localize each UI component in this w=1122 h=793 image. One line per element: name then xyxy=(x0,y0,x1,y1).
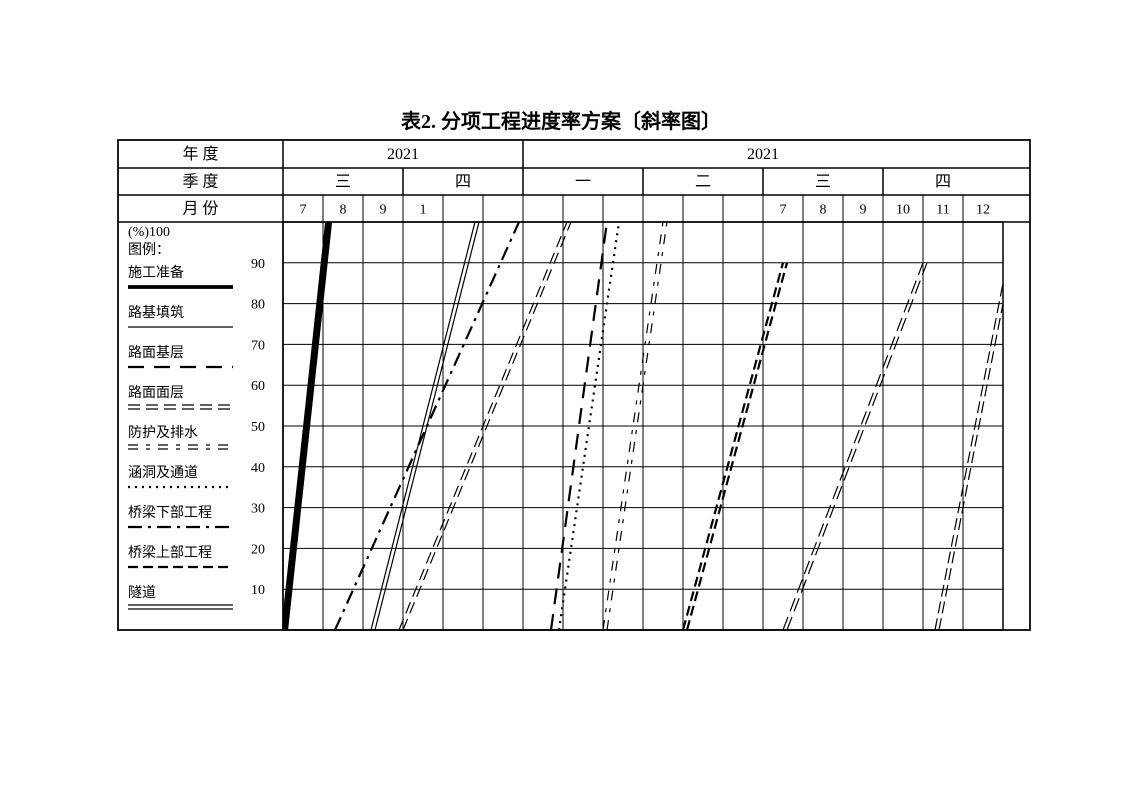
year-cell: 2021 xyxy=(747,146,779,163)
legend-item-label: 路面面层 xyxy=(128,385,184,401)
series-line xyxy=(935,283,1003,630)
month-cell: 11 xyxy=(936,203,949,218)
y-tick-label: 60 xyxy=(251,379,265,394)
quarter-cell: 三 xyxy=(335,174,351,191)
legend-item-label: 桥梁下部工程 xyxy=(128,505,212,521)
month-cell: 7 xyxy=(300,203,307,218)
y-tick-label: 20 xyxy=(251,542,265,557)
y-tick-label: 70 xyxy=(251,338,265,353)
series-line xyxy=(787,263,927,630)
series-line xyxy=(783,263,923,630)
slope-chart-svg: 年 度季 度月 份 2021 2021 三 四 一 二 三 四 7 8 9 1 7 8 9 10 11 12 10 20… xyxy=(0,0,1122,793)
legend-item-label: 施工准备 xyxy=(128,264,184,281)
month-cell: 9 xyxy=(860,203,867,218)
year-cell: 2021 xyxy=(387,146,419,163)
legend-percent-100: (%)100 xyxy=(128,225,170,240)
quarter-cell: 四 xyxy=(935,174,951,191)
month-cell: 12 xyxy=(976,203,990,218)
legend-item-label: 桥梁上部工程 xyxy=(128,545,212,561)
series-line xyxy=(687,263,787,630)
y-tick-label: 50 xyxy=(251,420,265,435)
legend-item-label: 路基填筑 xyxy=(128,304,184,321)
month-cell: 8 xyxy=(820,203,827,218)
legend-item-label: 隧道 xyxy=(128,585,156,601)
series-line xyxy=(683,263,783,630)
quarter-cell: 一 xyxy=(575,174,591,191)
legend-item-label: 防护及排水 xyxy=(128,425,198,441)
quarter-cell: 二 xyxy=(695,174,711,191)
legend-item-label: 路面基层 xyxy=(128,344,184,361)
quarter-cell: 三 xyxy=(815,174,831,191)
legend-item-label: 涵洞及通道 xyxy=(128,465,198,481)
quarter-cell: 四 xyxy=(455,174,471,191)
y-tick-label: 30 xyxy=(251,502,265,517)
header-month-label: 月 份 xyxy=(182,200,218,218)
month-cell: 8 xyxy=(340,203,347,218)
y-tick-label: 80 xyxy=(251,298,265,313)
legend-subtitle: 图例： xyxy=(128,242,170,258)
y-tick-label: 10 xyxy=(251,583,265,598)
header-quarter-label: 季 度 xyxy=(182,173,218,191)
header-year-label: 年 度 xyxy=(182,145,218,163)
y-tick-label: 90 xyxy=(251,257,265,272)
month-cell: 10 xyxy=(896,203,910,218)
y-tick-label: 40 xyxy=(251,461,265,476)
month-cell: 9 xyxy=(380,203,387,218)
month-cell: 7 xyxy=(780,203,787,218)
month-cell: 1 xyxy=(420,203,427,218)
